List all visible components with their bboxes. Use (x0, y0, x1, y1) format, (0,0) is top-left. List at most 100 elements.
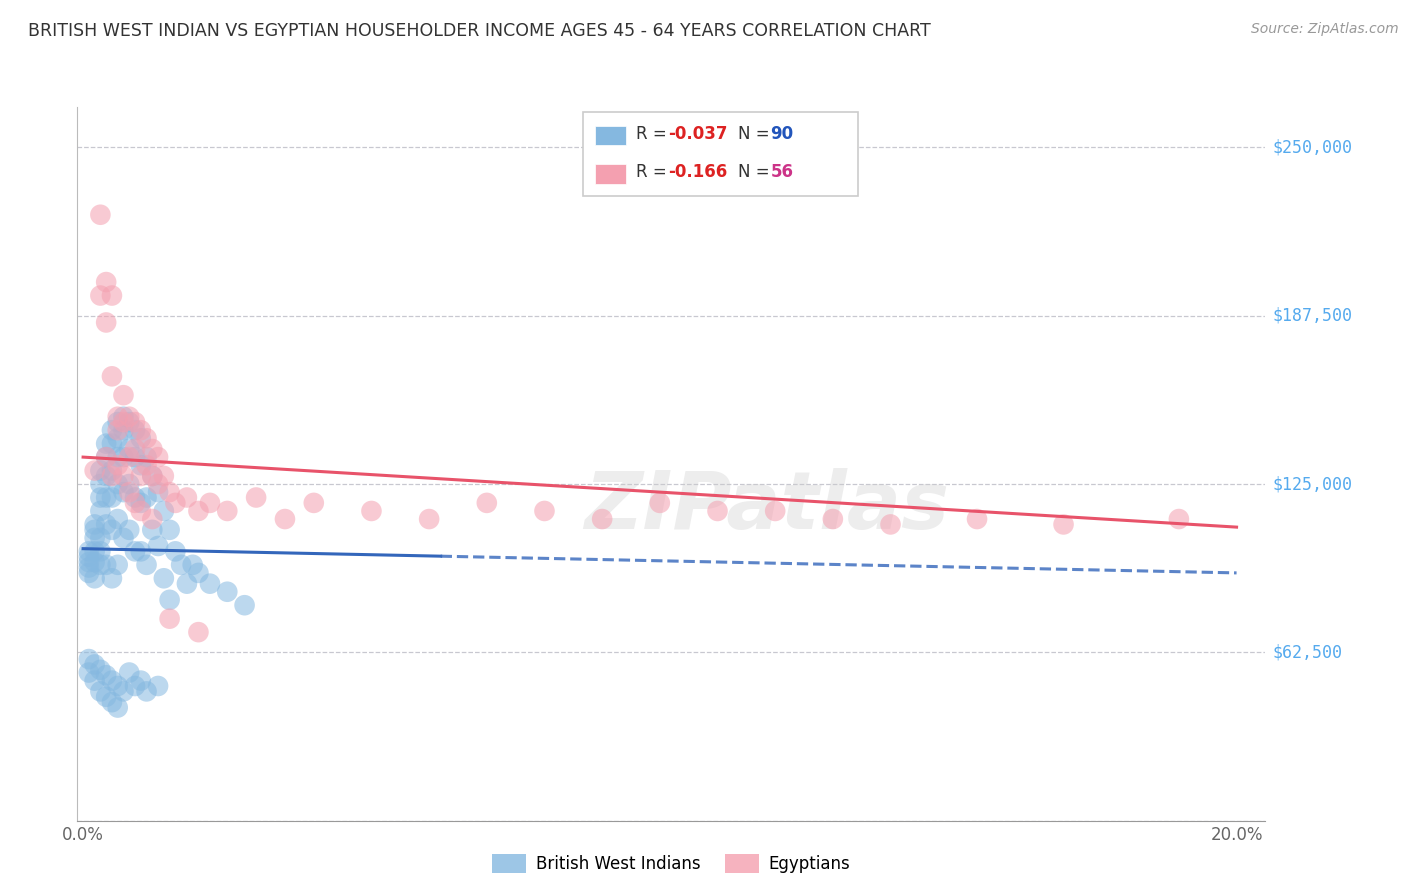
Point (118, 442, 141, 456)
Point (165, 544, 187, 558)
Point (83, 544, 105, 558)
Point (176, 576, 198, 591)
Text: R =: R = (636, 163, 676, 181)
Point (112, 409, 135, 424)
Point (129, 431, 152, 445)
Point (77, 555, 100, 569)
Point (112, 531, 135, 545)
Point (89, 504, 111, 518)
Point (101, 369, 124, 384)
Point (187, 625, 209, 640)
Point (176, 491, 198, 505)
Point (101, 695, 124, 709)
Point (83, 517, 105, 532)
Point (181, 558, 204, 572)
Point (107, 409, 129, 424)
Point (124, 544, 146, 558)
Point (89, 208, 111, 222)
Point (112, 485, 135, 500)
Point (129, 469, 152, 483)
Point (107, 431, 129, 445)
Point (124, 491, 146, 505)
Point (233, 598, 256, 612)
Text: $62,500: $62,500 (1272, 643, 1343, 661)
Point (101, 436, 124, 450)
Point (1052, 517, 1074, 532)
Point (159, 592, 181, 607)
Point (153, 469, 176, 483)
Point (129, 496, 152, 510)
Text: ZIPatlas: ZIPatlas (583, 467, 949, 546)
Point (89, 288, 111, 302)
Point (77, 544, 100, 558)
Point (146, 485, 169, 500)
Point (112, 423, 135, 437)
Point (89, 464, 111, 478)
Text: $125,000: $125,000 (1272, 475, 1353, 493)
Point (89, 477, 111, 491)
Point (648, 496, 671, 510)
Point (112, 469, 135, 483)
Point (360, 504, 382, 518)
Point (83, 523, 105, 537)
Point (159, 523, 181, 537)
Point (129, 423, 152, 437)
Point (101, 464, 124, 478)
Point (135, 450, 157, 464)
Point (101, 288, 124, 302)
Point (141, 469, 163, 483)
Point (966, 512, 988, 526)
Point (112, 388, 135, 402)
Point (77, 652, 100, 666)
Text: $187,500: $187,500 (1272, 307, 1353, 325)
Text: 56: 56 (770, 163, 793, 181)
Point (107, 512, 129, 526)
Point (141, 469, 163, 483)
Point (124, 450, 146, 464)
Point (107, 415, 129, 429)
Point (146, 477, 169, 491)
Point (141, 512, 163, 526)
Point (763, 504, 786, 518)
Point (124, 442, 146, 456)
Text: N =: N = (738, 163, 775, 181)
Point (77, 566, 100, 580)
Point (187, 566, 209, 580)
Point (96, 469, 118, 483)
Point (101, 491, 124, 505)
Point (107, 477, 129, 491)
Point (170, 558, 193, 572)
Point (107, 679, 129, 693)
Point (141, 523, 163, 537)
Point (153, 571, 176, 585)
Point (101, 571, 124, 585)
Point (83, 673, 105, 688)
Point (96, 517, 118, 532)
Point (83, 571, 105, 585)
Point (165, 496, 187, 510)
Point (101, 523, 124, 537)
Point (118, 523, 141, 537)
Point (101, 673, 124, 688)
Point (1167, 512, 1189, 526)
Point (591, 512, 613, 526)
Point (83, 464, 105, 478)
Point (141, 442, 163, 456)
Point (274, 512, 297, 526)
Point (124, 496, 146, 510)
Point (821, 512, 844, 526)
Point (475, 496, 498, 510)
Text: BRITISH WEST INDIAN VS EGYPTIAN HOUSEHOLDER INCOME AGES 45 - 64 YEARS CORRELATIO: BRITISH WEST INDIAN VS EGYPTIAN HOUSEHOL… (28, 22, 931, 40)
Text: -0.037: -0.037 (668, 125, 727, 143)
Point (118, 409, 141, 424)
Point (89, 663, 111, 677)
Point (107, 450, 129, 464)
Point (83, 531, 105, 545)
Point (101, 423, 124, 437)
Point (153, 504, 176, 518)
Point (112, 450, 135, 464)
Point (129, 504, 152, 518)
Point (96, 558, 118, 572)
Point (129, 544, 152, 558)
Point (89, 531, 111, 545)
